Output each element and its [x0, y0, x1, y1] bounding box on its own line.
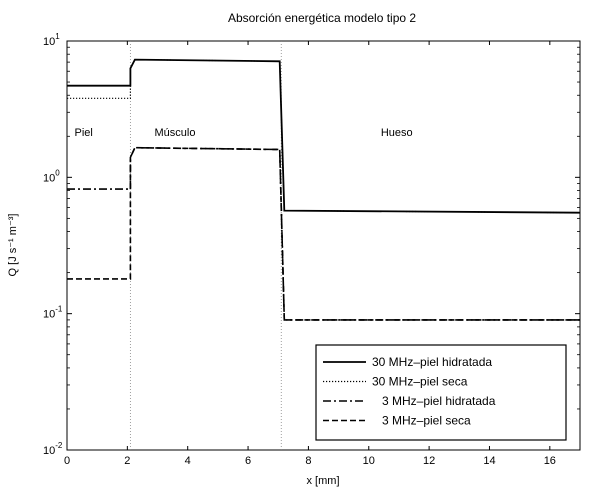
- series-layer: [67, 58, 581, 321]
- chart-title: Absorción energética modelo tipo 2: [228, 11, 416, 25]
- region-labels: Piel Músculo Hueso: [75, 127, 413, 139]
- legend-label-3: 3 MHz–piel seca: [382, 414, 471, 428]
- legend-label-1: 30 MHz–piel seca: [372, 375, 468, 389]
- legend-label-2: 3 MHz–piel hidratada: [382, 394, 496, 408]
- y-axis-label: Q [J s⁻¹ m⁻³]: [7, 214, 19, 277]
- region-label-1: Músculo: [155, 127, 196, 139]
- legend-label-0: 30 MHz–piel hidratada: [372, 355, 492, 369]
- x-tick-label-2: 2: [124, 455, 130, 467]
- x-tick-label-4: 4: [185, 455, 191, 467]
- x-tick-label-16: 16: [544, 455, 556, 467]
- series-line-2: [67, 146, 580, 321]
- x-tick-label-6: 6: [245, 455, 251, 467]
- series-line-1: [67, 58, 581, 214]
- x-tick-label-8: 8: [305, 455, 311, 467]
- plot-frame: [66, 40, 581, 451]
- series-line-3: [67, 146, 580, 321]
- series-line-0: [67, 58, 581, 214]
- legend: 30 MHz–piel hidratada 30 MHz–piel seca 3 M…: [315, 344, 567, 441]
- region-label-2: Hueso: [381, 127, 413, 139]
- x-tick-label-0: 0: [64, 455, 70, 467]
- legend-box: [315, 344, 567, 441]
- y-tick-label-0: 10-2: [43, 441, 63, 457]
- y-tick-label-2: 100: [43, 168, 60, 184]
- y-tick-label-3: 101: [43, 32, 60, 48]
- y-axis-ticks: 10-2 10-1 100 101: [43, 32, 580, 457]
- y-tick-label-1: 10-1: [43, 305, 63, 321]
- x-tick-label-14: 14: [483, 455, 495, 467]
- x-tick-label-10: 10: [363, 455, 375, 467]
- x-tick-label-12: 12: [423, 455, 435, 467]
- x-axis-label: x [mm]: [307, 475, 340, 487]
- region-boundaries: [129, 41, 282, 450]
- x-axis-ticks: 0 2 4 6 8 10 12 14 16: [64, 41, 556, 467]
- region-label-0: Piel: [75, 127, 93, 139]
